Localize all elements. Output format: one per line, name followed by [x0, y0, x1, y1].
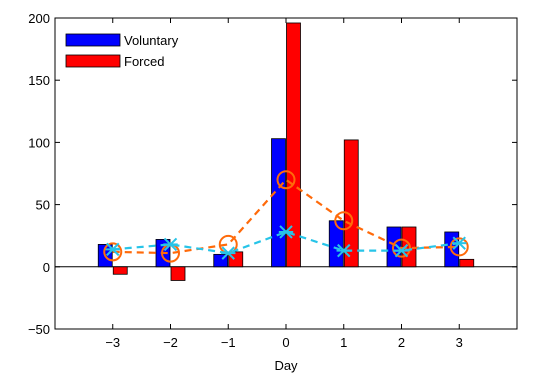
x-tick-label-1: −2 [163, 335, 178, 350]
legend-label-voluntary: Voluntary [124, 33, 179, 48]
line-0-marker-6 [449, 237, 469, 257]
legend: Voluntary Forced [65, 33, 179, 69]
y-tick-label-1: 0 [43, 260, 50, 275]
x-tick-label-2: −1 [221, 335, 236, 350]
legend-swatch-forced [65, 54, 121, 68]
x-tick-label-0: −3 [105, 335, 120, 350]
lines-layer [103, 170, 469, 263]
x-tick-label-6: 3 [456, 335, 463, 350]
bar-voluntary-4 [328, 220, 344, 268]
y-tick-label-0: −50 [28, 322, 50, 337]
line-1-marker-1 [163, 237, 178, 252]
line-1-marker-6 [452, 236, 467, 250]
y-tick-label-5: 200 [28, 11, 50, 26]
legend-label-forced: Forced [124, 54, 164, 69]
plot-area [54, 17, 518, 330]
legend-swatch-voluntary [65, 33, 121, 47]
y-tick-label-4: 150 [28, 73, 50, 88]
axis-layer: −3 −2 −1 0 1 2 3 −50 0 50 100 150 200 [28, 11, 517, 350]
line-1-marker-4 [336, 243, 351, 258]
bar-voluntary-3 [271, 138, 286, 268]
bar-forced-6 [459, 258, 475, 268]
x-tick-label-5: 2 [398, 335, 405, 350]
line-1-marker-3 [278, 225, 294, 239]
bars-layer [97, 22, 475, 281]
bar-forced-1 [170, 266, 186, 281]
bar-forced-0 [112, 266, 128, 275]
x-tick-label-4: 1 [340, 335, 347, 350]
line-series-0 [112, 178, 460, 255]
line-0-marker-3 [276, 170, 296, 190]
bar-forced-2 [228, 251, 244, 268]
line-1-marker-2 [221, 246, 236, 260]
x-tick-label-3: 0 [282, 335, 289, 350]
line-1-marker-0 [105, 242, 120, 257]
x-axis-label: Day [274, 358, 298, 373]
line-0-marker-4 [334, 211, 354, 231]
y-tick-label-3: 100 [28, 135, 50, 150]
bar-forced-3 [286, 22, 301, 268]
bar-forced-4 [343, 139, 359, 268]
y-tick-label-2: 50 [36, 198, 50, 213]
line-1-marker-5 [394, 243, 409, 258]
line-0-marker-0 [103, 242, 123, 262]
line-0-marker-5 [392, 238, 411, 258]
